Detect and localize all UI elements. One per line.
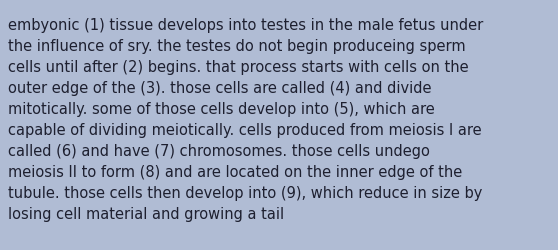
Text: cells until after (2) begins. that process starts with cells on the: cells until after (2) begins. that proce… <box>8 60 469 75</box>
Text: embyonic (1) tissue develops into testes in the male fetus under: embyonic (1) tissue develops into testes… <box>8 18 483 33</box>
Text: mitotically. some of those cells develop into (5), which are: mitotically. some of those cells develop… <box>8 102 435 116</box>
Text: outer edge of the (3). those cells are called (4) and divide: outer edge of the (3). those cells are c… <box>8 81 431 96</box>
Text: meiosis II to form (8) and are located on the inner edge of the: meiosis II to form (8) and are located o… <box>8 164 462 179</box>
Text: losing cell material and growing a tail: losing cell material and growing a tail <box>8 206 284 221</box>
Text: capable of dividing meiotically. cells produced from meiosis I are: capable of dividing meiotically. cells p… <box>8 122 482 138</box>
Text: tubule. those cells then develop into (9), which reduce in size by: tubule. those cells then develop into (9… <box>8 185 482 200</box>
Text: the influence of sry. the testes do not begin produceing sperm: the influence of sry. the testes do not … <box>8 39 465 54</box>
Text: called (6) and have (7) chromosomes. those cells undego: called (6) and have (7) chromosomes. tho… <box>8 144 430 158</box>
